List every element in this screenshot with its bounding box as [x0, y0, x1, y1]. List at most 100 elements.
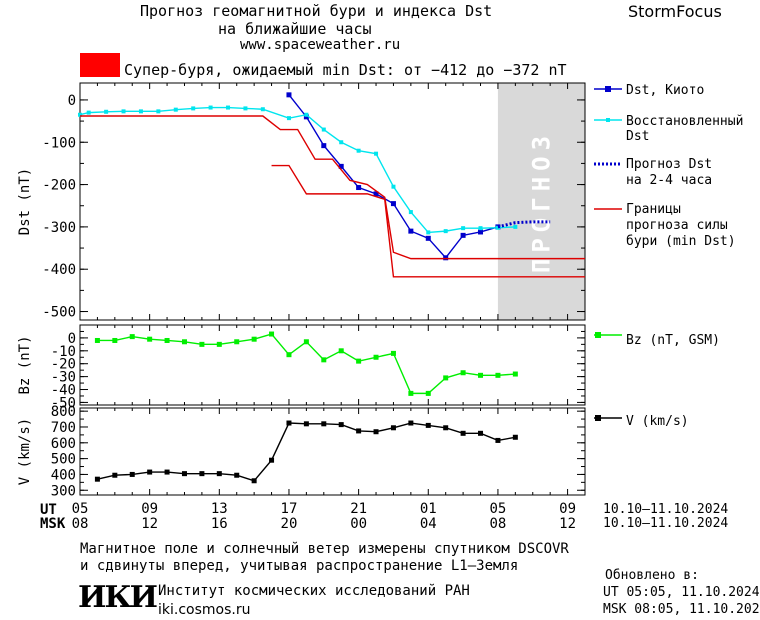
data-point	[199, 471, 205, 477]
data-point	[286, 352, 292, 358]
y-axis-label: Bz (nT)	[17, 335, 33, 394]
y-tick-label: 500	[51, 452, 76, 468]
data-point	[226, 105, 231, 110]
data-point	[138, 109, 143, 114]
data-point	[286, 116, 291, 121]
data-point	[199, 341, 205, 347]
ut-date-range: 10.10–11.10.2024	[603, 502, 729, 517]
data-point	[164, 337, 170, 343]
brand-label: StormFocus	[628, 2, 722, 21]
ut-tick-label: 09	[559, 501, 576, 517]
legend-label-restored: Dst	[626, 129, 649, 144]
data-point	[78, 112, 82, 117]
y-tick-label: 300	[51, 483, 76, 499]
data-point	[338, 422, 344, 428]
footer-note-2: и сдвинуты вперед, учитывая распростране…	[80, 558, 519, 574]
updated-msk: MSK 08:05, 11.10.2024	[603, 602, 760, 617]
data-point	[478, 226, 483, 231]
data-point	[191, 106, 196, 111]
data-point	[251, 478, 257, 484]
msk-tick-label: 08	[490, 516, 507, 532]
data-point	[373, 354, 379, 360]
updated-ut: UT 05:05, 11.10.2024	[603, 585, 760, 600]
msk-date-range: 10.10–11.10.2024	[603, 516, 729, 531]
y-tick-label: -40	[51, 383, 76, 399]
data-point	[373, 191, 379, 197]
data-point	[478, 372, 484, 378]
data-point	[390, 425, 396, 431]
y-axis-label: Dst (nT)	[17, 168, 33, 235]
data-point	[94, 476, 100, 482]
legend-label-forecast: на 2-4 часа	[626, 173, 712, 188]
ut-tick-label: 13	[211, 501, 228, 517]
legend-label-dst: Dst, Киото	[626, 83, 704, 98]
y-tick-label: -500	[42, 305, 76, 321]
legend-label-bz: Bz (nT, GSM)	[626, 333, 720, 348]
data-point	[243, 106, 248, 111]
ut-tick-label: 09	[141, 501, 158, 517]
site-url[interactable]: www.spaceweather.ru	[240, 37, 401, 53]
msk-tick-label: 00	[350, 516, 367, 532]
data-point	[356, 428, 362, 434]
data-point	[147, 469, 153, 475]
panel-frame	[79, 407, 586, 496]
y-tick-label: -50	[51, 395, 76, 411]
data-point	[408, 390, 414, 396]
data-point	[391, 184, 396, 189]
institute-site[interactable]: iki.cosmos.ru	[158, 602, 251, 618]
msk-tick-label: 12	[559, 516, 576, 532]
updated-label: Обновлено в:	[605, 568, 699, 583]
legend-label-v: V (km/s)	[626, 414, 689, 429]
data-point	[251, 336, 257, 342]
data-point	[425, 235, 431, 241]
data-point	[390, 201, 396, 207]
data-point	[408, 420, 414, 426]
panel-frame	[79, 82, 586, 321]
msk-tick-label: 20	[281, 516, 298, 532]
legend-label-forecast: Прогноз Dst	[626, 157, 712, 172]
forecast-region	[497, 83, 585, 320]
data-point	[234, 339, 240, 345]
y-tick-label: 0	[68, 331, 76, 347]
data-point	[339, 140, 344, 145]
data-point	[425, 390, 431, 396]
data-point	[147, 336, 153, 342]
legend-marker-dst	[605, 86, 611, 92]
data-point	[495, 437, 501, 443]
data-point	[216, 341, 222, 347]
data-point	[173, 107, 178, 112]
data-point	[164, 469, 170, 475]
ut-tick-label: 05	[72, 501, 89, 517]
legend-marker-v	[595, 415, 601, 421]
data-point	[356, 148, 361, 153]
legend-marker-restored	[606, 118, 610, 122]
data-point	[390, 350, 396, 356]
footer-note-1: Магнитное поле и солнечный ветер измерен…	[80, 541, 569, 557]
series-line	[497, 220, 551, 229]
msk-tick-label: 16	[211, 516, 228, 532]
data-point	[156, 109, 161, 114]
msk-axis-label: MSK	[40, 516, 66, 532]
y-tick-label: 600	[51, 436, 76, 452]
y-tick-label: 0	[68, 93, 76, 109]
alert-text: Супер-буря, ожидаемый min Dst: от −412 д…	[124, 61, 567, 79]
y-tick-label: 800	[51, 404, 76, 420]
data-point	[304, 112, 309, 117]
data-point	[234, 472, 240, 478]
legend-label-bounds: Границы	[626, 202, 681, 217]
y-tick-label: -300	[42, 220, 76, 236]
data-point	[425, 422, 431, 428]
series-line	[288, 94, 499, 259]
y-tick-label: -200	[42, 178, 76, 194]
data-point	[286, 420, 292, 426]
data-point	[181, 471, 187, 477]
data-point	[129, 334, 135, 340]
data-point	[356, 358, 362, 364]
ut-tick-label: 01	[420, 501, 437, 517]
data-point	[112, 472, 118, 478]
legend-marker-bz	[595, 332, 601, 338]
msk-tick-label: 04	[420, 516, 437, 532]
data-point	[286, 92, 292, 98]
data-point	[321, 127, 326, 132]
data-point	[408, 210, 413, 215]
